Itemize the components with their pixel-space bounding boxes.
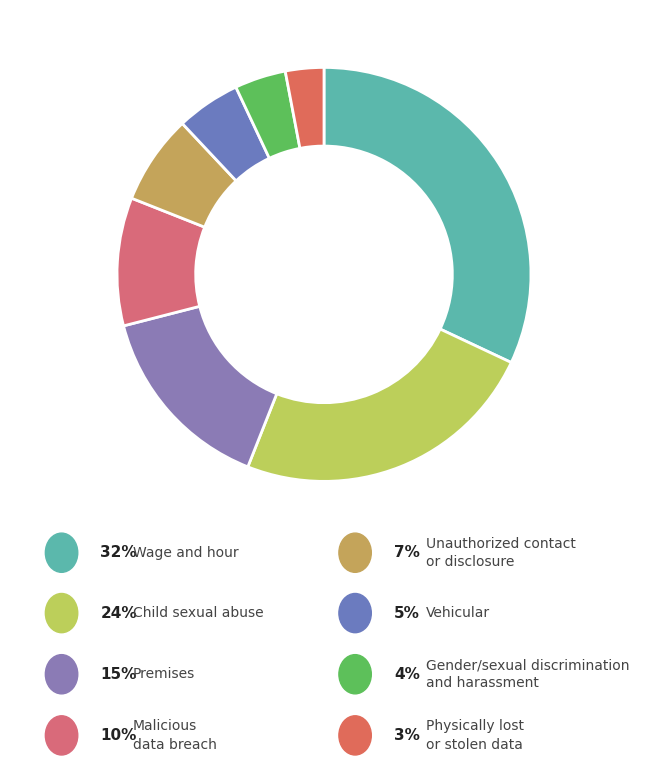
Text: Premises: Premises <box>133 667 195 681</box>
Wedge shape <box>117 198 205 326</box>
Text: Physically lost
or stolen data: Physically lost or stolen data <box>426 719 524 752</box>
Text: 5%: 5% <box>394 605 420 621</box>
Text: Vehicular: Vehicular <box>426 606 491 620</box>
Text: 15%: 15% <box>100 666 137 682</box>
Wedge shape <box>132 124 236 227</box>
Text: Wage and hour: Wage and hour <box>133 546 238 560</box>
Text: 3%: 3% <box>394 728 420 743</box>
Text: 24%: 24% <box>100 605 137 621</box>
Text: 10%: 10% <box>100 728 137 743</box>
Text: 4%: 4% <box>394 666 420 682</box>
Wedge shape <box>236 71 300 158</box>
Text: Unauthorized contact
or disclosure: Unauthorized contact or disclosure <box>426 536 576 569</box>
Wedge shape <box>324 67 531 362</box>
Text: Gender/sexual discrimination
and harassment: Gender/sexual discrimination and harassm… <box>426 658 630 691</box>
Wedge shape <box>124 307 277 466</box>
Text: 32%: 32% <box>100 545 137 561</box>
Wedge shape <box>285 67 324 148</box>
Text: 7%: 7% <box>394 545 420 561</box>
Text: Malicious
data breach: Malicious data breach <box>133 719 216 752</box>
Text: Child sexual abuse: Child sexual abuse <box>133 606 264 620</box>
Wedge shape <box>248 329 511 481</box>
Wedge shape <box>182 87 270 181</box>
